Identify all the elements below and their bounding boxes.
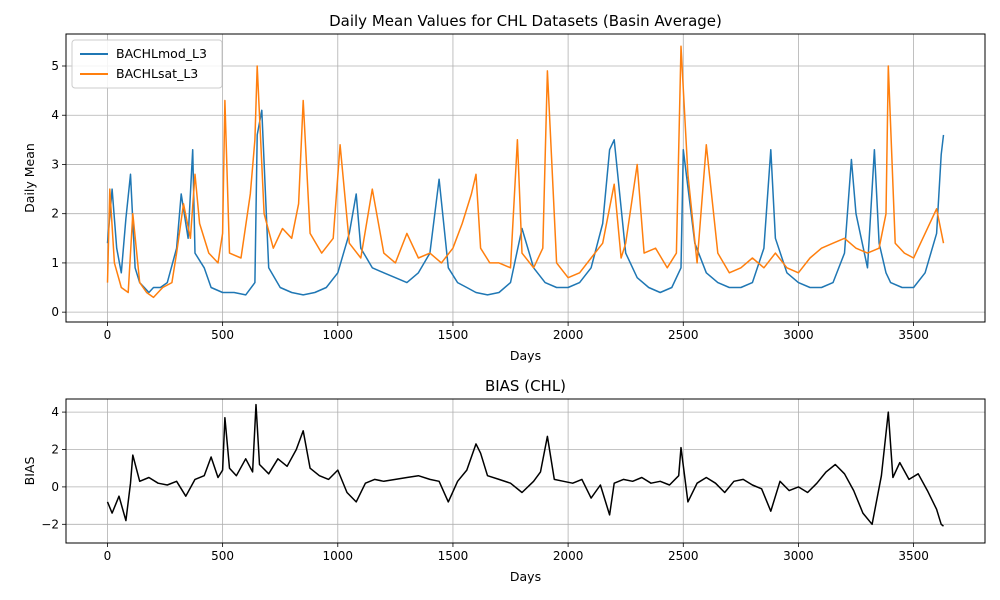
x-tick-label: 1000 [323,549,354,563]
y-tick-label: 0 [51,305,59,319]
x-tick-label: 3000 [783,549,814,563]
x-tick-label: 1500 [438,328,469,342]
y-tick-label: 2 [51,442,59,456]
y-axis-label: Daily Mean [22,143,37,213]
x-tick-label: 2500 [668,328,699,342]
x-tick-label: 500 [211,328,234,342]
series-line-bachlsat-l3 [106,45,945,299]
daily-mean-chart: 0 500 1000 1500 2000 2500 3000 3500 0 1 2 3 4 5 Daily… [22,12,986,363]
x-tick-label: 2000 [553,549,584,563]
x-axis-label: Days [510,569,541,584]
x-tick-label: 3500 [898,549,929,563]
plot-frame [65,33,986,323]
y-tick-label: 0 [51,480,59,494]
x-tick-label: 3000 [783,328,814,342]
x-tick-label: 2500 [668,549,699,563]
series-line-bachlmod-l3 [106,109,945,296]
y-tick-label: 4 [51,405,59,419]
legend-label-bachlmod: BACHLmod_L3 [116,46,207,61]
x-tick-label: 0 [104,549,112,563]
y-tick-label: −2 [41,517,59,531]
x-tick-label: 1000 [323,328,354,342]
x-tick-label: 3500 [898,328,929,342]
y-tick-label: 1 [51,256,59,270]
chart-title: Daily Mean Values for CHL Datasets (Basi… [329,12,722,30]
series-line-bias [106,403,944,527]
x-axis-label: Days [510,348,541,363]
plot-frame [65,398,986,544]
x-tick-label: 2000 [553,328,584,342]
chart-title: BIAS (CHL) [485,377,566,395]
legend-label-bachlsat: BACHLsat_L3 [116,66,198,81]
y-tick-label: 5 [51,59,59,73]
y-axis-label: BIAS [22,457,37,486]
y-tick-label: 3 [51,157,59,171]
legend-box [71,39,223,89]
x-tick-label: 0 [104,328,112,342]
y-tick-label: 2 [51,207,59,221]
x-tick-label: 500 [211,549,234,563]
legend: BACHLmod_L3 BACHLsat_L3 [71,39,223,89]
y-tick-label: 4 [51,108,59,122]
x-tick-label: 1500 [438,549,469,563]
bias-chart: 0 500 1000 1500 2000 2500 3000 3500 −2 0 2 4 BIAS (… [22,377,986,584]
